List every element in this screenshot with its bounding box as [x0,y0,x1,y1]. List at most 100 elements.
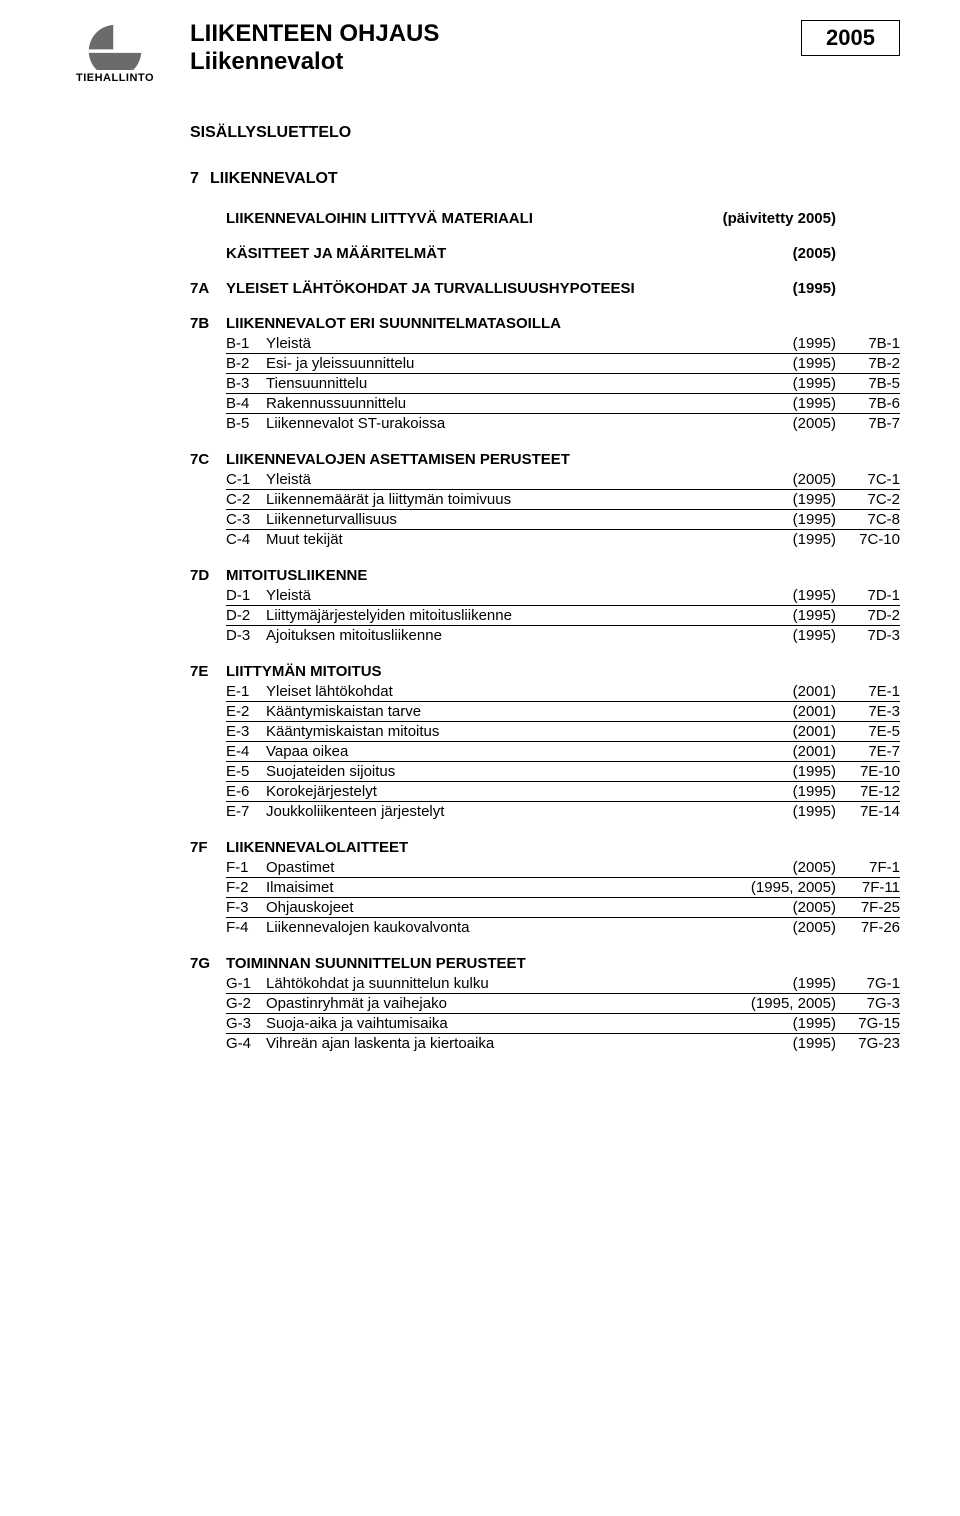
item-label: Rakennussuunnittelu [266,395,716,412]
item-year: (1995) [716,975,836,992]
toc-item-row: F-4Liikennevalojen kaukovalvonta(2005)7F… [226,918,900,937]
item-year: (2005) [716,919,836,936]
section-block: 7FLIIKENNEVALOLAITTEETF-1Opastimet(2005)… [60,839,900,937]
main-title: LIIKENNEVALOT [210,170,338,188]
item-year: (2005) [716,859,836,876]
item-label: Joukkoliikenteen järjestelyt [266,803,716,820]
toc-item-row: D-2Liittymäjärjestelyiden mitoitusliiken… [226,606,900,626]
item-code: G-1 [226,975,266,992]
header-title-2: Liikennevalot [190,48,801,76]
item-page: 7C-2 [836,491,900,508]
toc-item-row: F-3Ohjauskojeet(2005)7F-25 [226,898,900,918]
item-label: Vapaa oikea [266,743,716,760]
item-page: 7F-25 [836,899,900,916]
item-code: C-1 [226,471,266,488]
toc-item-row: D-3Ajoituksen mitoitusliikenne(1995)7D-3 [226,626,900,645]
item-page: 7B-5 [836,375,900,392]
item-page: 7F-1 [836,859,900,876]
intro-rows: LIIKENNEVALOIHIN LIITTYVÄ MATERIAALI(päi… [60,210,900,297]
row-year: (päivitetty 2005) [716,210,836,227]
tiehallinto-logo-icon [80,20,150,70]
section-code: 7C [190,451,226,468]
toc-heading: SISÄLLYSLUETTELO [190,124,900,142]
toc-item-row: E-7Joukkoliikenteen järjestelyt(1995)7E-… [226,802,900,821]
item-label: Suojateiden sijoitus [266,763,716,780]
item-year: (1995) [716,607,836,624]
intro-row: 7AYLEISET LÄHTÖKOHDAT JA TURVALLISUUSHYP… [190,280,900,297]
section-code: 7G [190,955,226,972]
item-page: 7E-1 [836,683,900,700]
header-year: 2005 [801,20,900,56]
item-label: Esi- ja yleissuunnittelu [266,355,716,372]
toc-item-row: F-2Ilmaisimet(1995, 2005)7F-11 [226,878,900,898]
item-page: 7F-11 [836,879,900,896]
item-code: D-3 [226,627,266,644]
item-label: Liittymäjärjestelyiden mitoitusliikenne [266,607,716,624]
header-title-1: LIIKENTEEN OHJAUS [190,20,801,48]
section-title: LIIKENNEVALOT ERI SUUNNITELMATASOILLA [226,315,716,332]
item-label: Ohjauskojeet [266,899,716,916]
item-code: E-7 [226,803,266,820]
item-page: 7G-1 [836,975,900,992]
toc-item-row: E-2Kääntymiskaistan tarve(2001)7E-3 [226,702,900,722]
main-number: 7 [190,170,210,188]
section-block: 7GTOIMINNAN SUUNNITTELUN PERUSTEET G-1Läh… [60,955,900,1053]
section-header: 7GTOIMINNAN SUUNNITTELUN PERUSTEET [190,955,900,972]
item-code: G-4 [226,1035,266,1052]
item-year: (2001) [716,723,836,740]
sections-container: 7BLIIKENNEVALOT ERI SUUNNITELMATASOILLA B… [60,315,900,1053]
toc-item-row: C-3Liikenneturvallisuus(1995)7C-8 [226,510,900,530]
item-label: Kääntymiskaistan tarve [266,703,716,720]
item-page: 7D-2 [836,607,900,624]
item-year: (1995) [716,587,836,604]
intro-row: LIIKENNEVALOIHIN LIITTYVÄ MATERIAALI(päi… [190,210,900,227]
item-label: Lähtökohdat ja suunnittelun kulku [266,975,716,992]
toc-item-row: C-4Muut tekijät(1995)7C-10 [226,530,900,549]
section-header: 7CLIIKENNEVALOJEN ASETTAMISEN PERUSTEET [190,451,900,468]
section-title: LIIKENNEVALOJEN ASETTAMISEN PERUSTEET [226,451,716,468]
item-code: D-1 [226,587,266,604]
item-year: (1995) [716,355,836,372]
item-year: (1995) [716,763,836,780]
section-block: 7BLIIKENNEVALOT ERI SUUNNITELMATASOILLA B… [60,315,900,433]
toc-item-row: C-1Yleistä(2005)7C-1 [226,470,900,490]
item-code: E-6 [226,783,266,800]
item-page: 7E-3 [836,703,900,720]
toc-item-row: B-1Yleistä(1995)7B-1 [226,334,900,354]
document-page: TIEHALLINTO LIIKENTEEN OHJAUS Liikenneva… [0,0,960,1111]
item-label: Yleistä [266,335,716,352]
item-code: B-2 [226,355,266,372]
section-code: 7B [190,315,226,332]
item-year: (1995) [716,395,836,412]
item-page: 7C-10 [836,531,900,548]
toc-item-row: G-2Opastinryhmät ja vaihejako(1995, 2005… [226,994,900,1014]
section-code: 7E [190,663,226,680]
section-header: 7FLIIKENNEVALOLAITTEET [190,839,900,856]
item-year: (2005) [716,899,836,916]
section-title: LIIKENNEVALOLAITTEET [226,839,716,856]
toc-item-row: D-1Yleistä(1995)7D-1 [226,586,900,606]
item-code: C-2 [226,491,266,508]
item-page: 7B-7 [836,415,900,432]
item-page: 7E-12 [836,783,900,800]
toc-item-row: B-2Esi- ja yleissuunnittelu(1995)7B-2 [226,354,900,374]
item-year: (1995) [716,491,836,508]
item-label: Tiensuunnittelu [266,375,716,392]
item-label: Opastinryhmät ja vaihejako [266,995,716,1012]
item-code: C-3 [226,511,266,528]
logo-caption: TIEHALLINTO [76,72,154,84]
row-label: KÄSITTEET JA MÄÄRITELMÄT [226,245,716,262]
item-code: E-2 [226,703,266,720]
item-code: E-1 [226,683,266,700]
item-code: B-4 [226,395,266,412]
toc-item-row: E-5Suojateiden sijoitus(1995)7E-10 [226,762,900,782]
item-label: Yleiset lähtökohdat [266,683,716,700]
item-year: (1995, 2005) [716,995,836,1012]
item-label: Liikennevalojen kaukovalvonta [266,919,716,936]
item-code: G-3 [226,1015,266,1032]
item-code: E-5 [226,763,266,780]
item-code: F-1 [226,859,266,876]
logo-block: TIEHALLINTO [60,20,170,84]
item-label: Kääntymiskaistan mitoitus [266,723,716,740]
section-block: 7ELIITTYMÄN MITOITUSE-1Yleiset lähtökohd… [60,663,900,821]
